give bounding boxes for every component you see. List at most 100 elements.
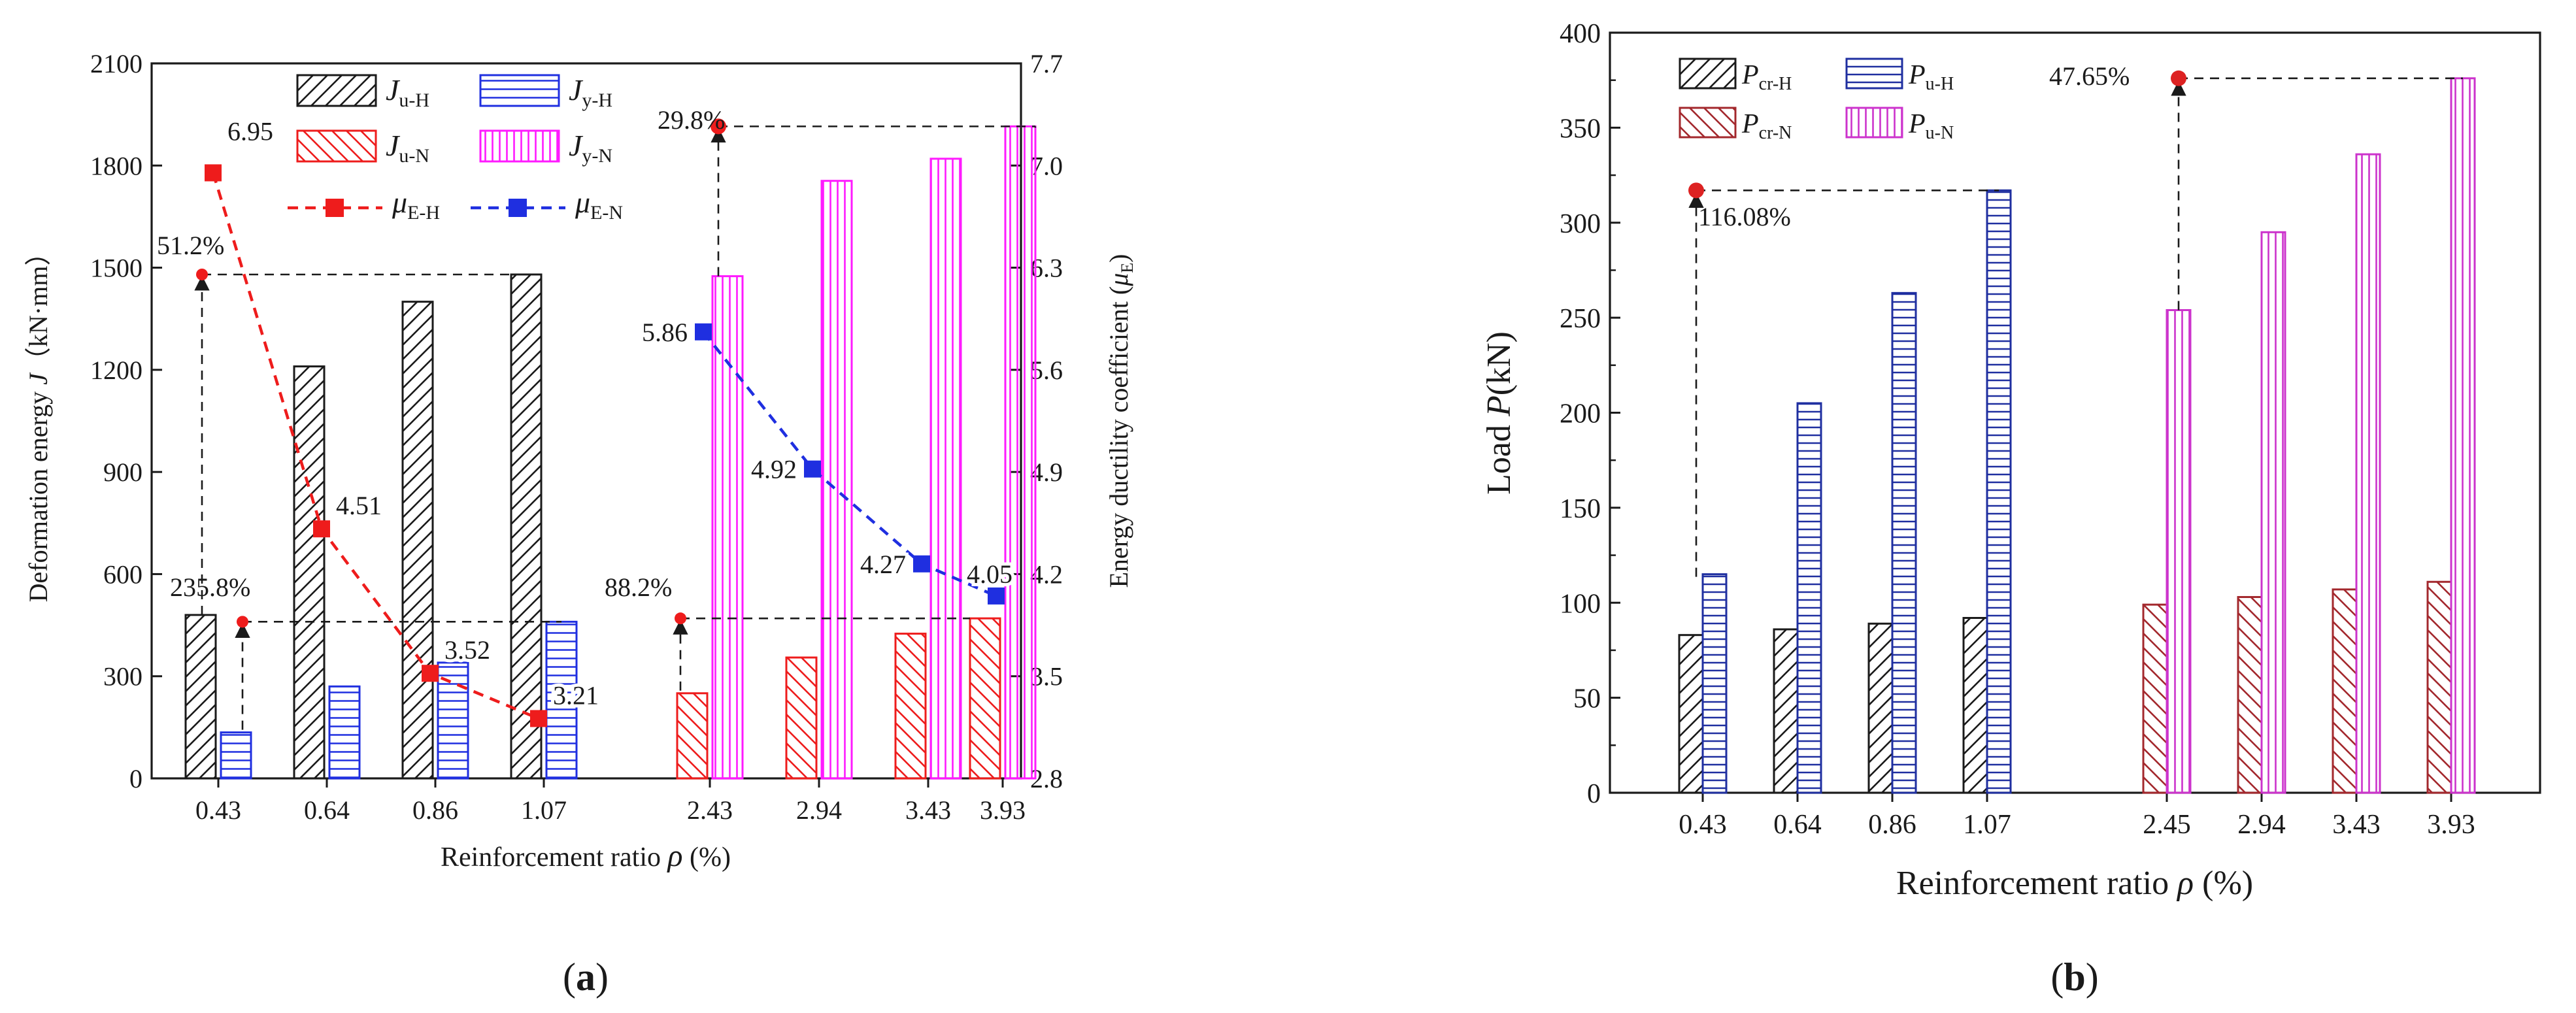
panel-b-y-tick-label: 150 (1560, 494, 1601, 524)
panel-b-legend: Pcr-H Pu-H Pcr-N Pu-N (1679, 58, 1954, 143)
bar-b-PuN-2.94 (2260, 231, 2286, 794)
legend-b-swatch-PuH (1845, 58, 1903, 90)
panel-a-legend: Ju-H Jy-H Ju-N Jy-N μE-H μE-N (288, 73, 623, 224)
panel-a-plot-frame (150, 62, 1022, 780)
panel-b-x-title-prefix: Reinforcement ratio (1896, 865, 2177, 902)
panel-b-y-axis-title: Load P(kN) (1480, 331, 1518, 495)
panel-a-y2-title-prefix: Energy ductility coefficient ( (1104, 286, 1133, 588)
legend-a-label-JuN: Ju-N (386, 129, 429, 167)
bar-b-PuH-0.43 (1701, 573, 1728, 794)
point-a-muEN-3.93 (988, 587, 1005, 605)
bar-b-PcrN-3.43 (2332, 588, 2358, 794)
panel-a-y-title-suffix: （kN·mm） (24, 240, 53, 373)
marker-a-88-2-dot (675, 612, 686, 625)
panel-a-x-tick-label: 3.43 (905, 795, 951, 825)
annotation-a-29-8-pct: 29.8% (658, 105, 725, 135)
bar-b-PuN-3.93 (2450, 77, 2476, 794)
legend-b-label-PcrN: Pcr-N (1741, 109, 1792, 143)
bar-b-PcrH-1.07 (1962, 617, 1988, 794)
bar-b-PuH-1.07 (1986, 189, 2012, 794)
panel-b-y-tick-label: 300 (1560, 209, 1601, 239)
legend-b-PcrH-sub: cr-H (1759, 74, 1792, 94)
bar-a-JyH-0.64 (328, 685, 361, 780)
panel-a-label-close: ) (595, 955, 609, 999)
panel-a-guide-lines (194, 118, 1037, 730)
legend-a-JuN-sub: u-N (399, 145, 429, 167)
legend-b-swatch-PuN (1845, 107, 1903, 139)
panel-a-y-tick-label: 0 (129, 764, 142, 793)
bar-b-PcrH-0.43 (1678, 634, 1704, 794)
annotation-b-116-08-pct: 116.08% (1698, 202, 1791, 231)
panel-b-x-tick-label: 0.86 (1868, 810, 1916, 840)
panel-a-x-title-prefix: Reinforcement ratio (441, 842, 668, 872)
panel-a-y-tick-label: 300 (103, 662, 142, 691)
legend-a-muEH-sub: E-H (407, 202, 440, 224)
bar-a-JuN-3.93 (969, 617, 1001, 780)
panel-a-y-tick-label: 900 (103, 457, 142, 487)
label-a-muEN-2.94: 4.92 (751, 455, 797, 484)
bar-b-PuN-2.45 (2166, 308, 2192, 794)
panel-a-x-title-suffix: (%) (683, 842, 731, 872)
panel-a-x-title-var: ρ (667, 839, 683, 873)
marker-b-116-08-dot (1688, 182, 1704, 199)
panel-a-label: (a) (563, 955, 609, 999)
legend-a-label-muEH: μE-H (392, 186, 440, 224)
legend-b-PuN-sub: u-N (1926, 123, 1954, 143)
panel-b-chart: 0 50 100 150 200 250 300 350 400 0.43 0.64 0.86 1.0… (1480, 19, 2541, 999)
legend-a-label-muEN: μE-N (575, 186, 623, 224)
legend-a-label-JyH: Jy-H (569, 73, 612, 111)
panel-a-x-tick-label: 0.43 (195, 795, 241, 825)
panel-a-x-axis-title: Reinforcement ratio ρ (%) (441, 839, 731, 873)
legend-a-marker-muEH (326, 199, 344, 217)
legend-a-swatch-JuN (296, 129, 377, 163)
bar-b-PcrN-2.45 (2142, 603, 2168, 794)
bar-a-JyH-0.43 (220, 731, 252, 780)
panel-b-x-tick-label: 2.45 (2143, 810, 2191, 840)
line-a-muEN (702, 331, 997, 597)
legend-b-PuH-var: P (1908, 60, 1926, 90)
panel-a-y2-axis-title: Energy ductility coefficient (μE) (1104, 254, 1137, 588)
panel-a-y2-title-var: μ (1104, 273, 1133, 287)
panel-b-x-title-suffix: (%) (2194, 865, 2253, 902)
annotation-a-235-8-pct: 235.8% (170, 573, 250, 602)
annotation-a-88-2-pct: 88.2% (605, 573, 672, 602)
panel-a-x-axis: 0.43 0.64 0.86 1.07 2.43 2.94 3.43 3.93 (195, 778, 1026, 825)
bar-a-JuH-1.07 (510, 273, 543, 780)
bar-a-JuH-0.43 (184, 614, 217, 780)
panel-b-x-tick-label: 3.93 (2427, 810, 2475, 840)
line-a-muEH (211, 172, 539, 720)
panel-b-x-tick-label: 2.94 (2237, 810, 2286, 840)
bar-b-PcrH-0.64 (1773, 628, 1799, 794)
bar-a-JyN-2.94 (820, 180, 853, 780)
panel-a-label-letter: a (576, 955, 595, 999)
bar-b-PuH-0.64 (1796, 402, 1822, 794)
marker-a-51-2-dot (196, 268, 208, 280)
legend-a-muEN-var: μ (575, 186, 590, 219)
panel-a-y-tick-label: 2100 (90, 49, 142, 78)
point-a-muEN-3.43 (913, 555, 930, 573)
bar-a-JyN-2.43 (711, 275, 744, 780)
panel-a-label-open: ( (563, 955, 576, 999)
bar-a-JyN-3.43 (929, 158, 962, 780)
label-a-muEN-2.43: 5.86 (642, 318, 688, 347)
bar-b-PcrN-2.94 (2237, 596, 2263, 794)
panel-a-y-tick-label: 1800 (90, 151, 142, 180)
panel-a-ductility-lines: 6.95 4.51 3.52 3.21 5.86 4.92 4.27 4.05 (205, 113, 1016, 727)
bar-a-JyH-1.07 (545, 620, 578, 780)
legend-b-swatch-PcrN (1679, 107, 1737, 139)
panel-b-y-title-suffix: (kN) (1480, 331, 1518, 395)
legend-a-label-JyN: Jy-N (569, 129, 612, 167)
panel-b-y-tick-label: 350 (1560, 114, 1601, 144)
panel-b-x-axis: 0.43 0.64 0.86 1.07 2.45 2.94 3.43 3.93 (1679, 793, 2475, 840)
bar-a-JyN-3.93 (1004, 125, 1037, 780)
label-a-muEN-3.93: 4.05 (967, 559, 1012, 589)
marker-a-29-8-dot (711, 118, 726, 135)
panel-b-y-tick-label: 100 (1560, 589, 1601, 619)
legend-b-swatch-PcrH (1679, 58, 1737, 90)
panel-a-x-tick-label: 2.43 (687, 795, 733, 825)
panel-b-x-tick-label: 0.43 (1679, 810, 1727, 840)
legend-a-JuH-var: J (386, 73, 401, 107)
panel-b-y-tick-label: 250 (1560, 304, 1601, 334)
bar-a-JuH-0.86 (401, 301, 434, 780)
